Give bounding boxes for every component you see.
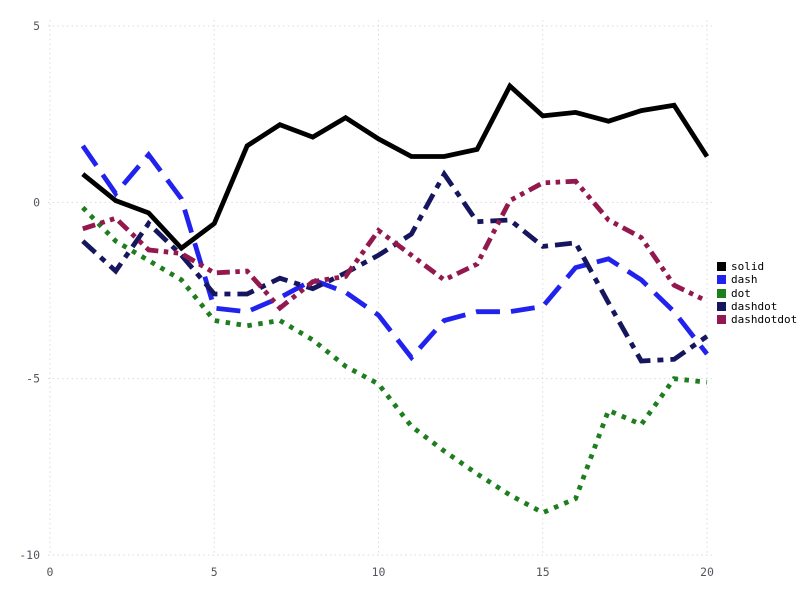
x-tick-label: 15 [536, 565, 550, 579]
legend-swatch-icon [717, 288, 726, 298]
legend-label: dash [731, 273, 758, 287]
legend-label: solid [731, 260, 765, 274]
legend-swatch-icon [717, 302, 726, 312]
legend-label: dashdot [731, 300, 778, 314]
legend-swatch-icon [717, 315, 726, 325]
x-tick-label: 20 [700, 565, 714, 579]
series-line-dot [81, 205, 708, 516]
legend-label: dot [731, 286, 751, 300]
y-tick-label: -10 [19, 548, 40, 562]
legend: solid dash dot dashdot dashdotdot [717, 260, 797, 326]
series-line-dash [80, 144, 709, 362]
legend-item-dashdotdot: dashdotdot [717, 313, 797, 326]
y-tick-label: -5 [26, 372, 40, 386]
x-tick-label: 5 [211, 565, 218, 579]
series-line-solid [81, 82, 710, 252]
legend-item-dash: dash [717, 273, 797, 286]
legend-item-solid: solid [717, 260, 797, 273]
legend-label: dashdotdot [731, 313, 798, 327]
x-tick-label: 10 [372, 565, 386, 579]
y-tick-label: 5 [33, 19, 40, 33]
y-tick-label: 0 [33, 195, 40, 209]
x-tick-label: 0 [47, 565, 54, 579]
legend-item-dashdot: dashdot [717, 300, 797, 313]
legend-swatch-icon [717, 275, 726, 285]
series-line-dashdotdot [82, 178, 709, 312]
legend-swatch-icon [717, 262, 726, 272]
legend-item-dot: dot [717, 287, 797, 300]
